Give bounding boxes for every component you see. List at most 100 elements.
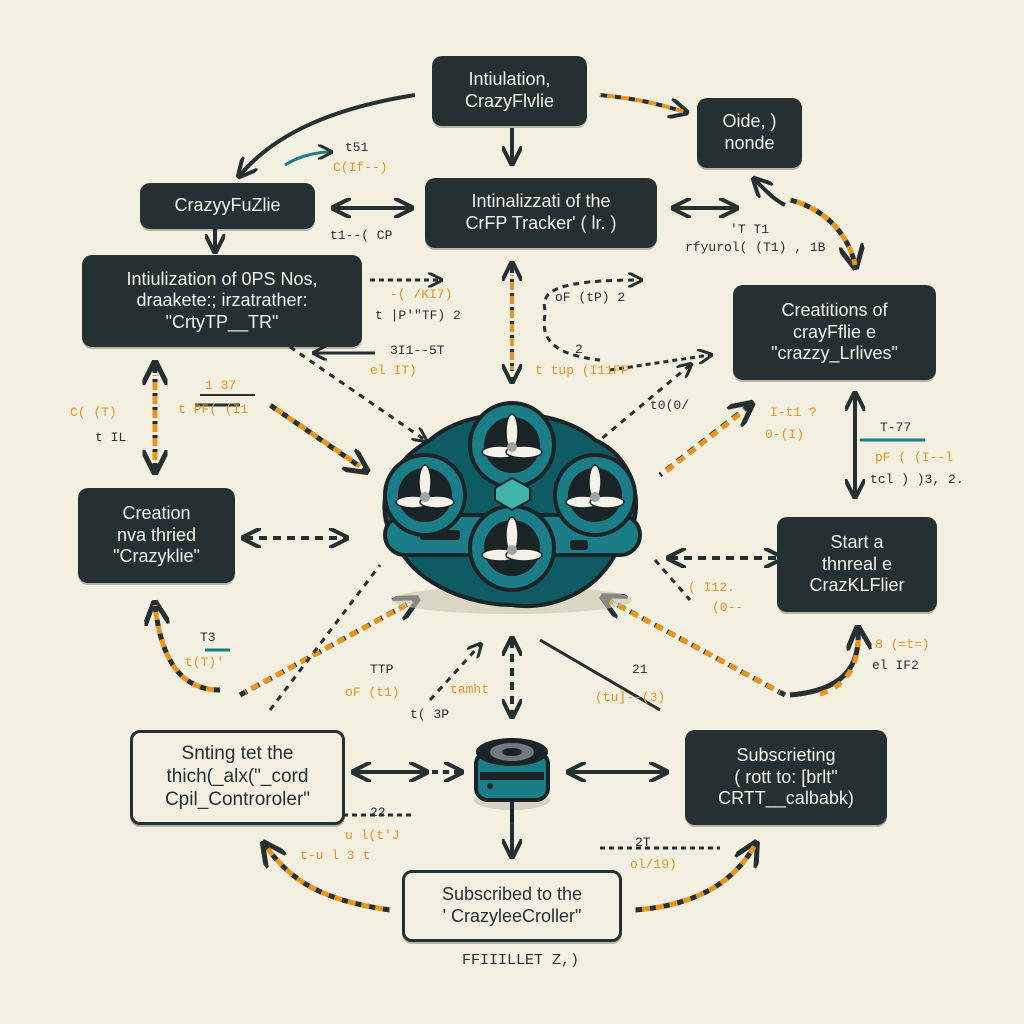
annotation-label: t IL bbox=[95, 430, 127, 445]
arc-top-right-o bbox=[599, 93, 686, 114]
node-init-ops-line-1: Intiulization of 0PS Nos, bbox=[126, 268, 318, 289]
annotation-label: (tu]--(3) bbox=[595, 690, 666, 705]
node-init-ops-line-3: "CrtyTP__TR" bbox=[165, 311, 279, 332]
annotation-label: 8 (=t=) bbox=[875, 637, 930, 652]
annotation-label: 3I1--5T bbox=[390, 343, 445, 358]
annotation-label: el IT) bbox=[370, 363, 417, 378]
diag-bl bbox=[428, 645, 480, 702]
annotation-label: pF ( (I--l bbox=[875, 450, 954, 465]
annotation-label: t |P'"TF) 2 bbox=[375, 308, 461, 323]
arrow-small-top bbox=[284, 152, 330, 167]
node-init-crazyflie-line-2: CrazyFlvlie bbox=[464, 91, 554, 111]
annotation-label: ( I12. bbox=[688, 580, 735, 595]
arc-bottom-right-o bbox=[634, 843, 758, 913]
annotation-label: 2T bbox=[635, 835, 651, 850]
node-sinting: Snting tet the thich(_alx("_cord Cpil_Co… bbox=[130, 730, 345, 825]
node-creation-thried: Creation nva thried "Crazyklie" bbox=[78, 488, 235, 583]
arc-left-bottom bbox=[155, 605, 221, 693]
arc-bottom-left bbox=[265, 845, 391, 913]
annotation-label: t(T)' bbox=[185, 655, 225, 670]
node-subscrieting-line-1: Subscrieting bbox=[736, 745, 836, 766]
annotation-label: t( 3P bbox=[410, 707, 450, 722]
annotation-label: C( (T) bbox=[70, 405, 117, 420]
node-subscrieting-line-2: ( rott to: [brlt" bbox=[734, 766, 838, 787]
node-sinting-line-3: Cpil_Controroler" bbox=[164, 788, 311, 810]
diag-ul2 bbox=[279, 338, 425, 440]
node-init-tracker-line-2: CrFP Tracker' ( lr. ) bbox=[465, 213, 617, 233]
node-subscrieting: Subscrieting ( rott to: [brlt" CRTT__cal… bbox=[685, 730, 887, 825]
arc-right-bottom bbox=[789, 630, 858, 698]
annotation-label: t51 bbox=[345, 140, 369, 155]
node-init-crazyflie: Intiulation, CrazyFlvlie bbox=[432, 56, 587, 126]
arc-left-bottom-o bbox=[152, 604, 221, 693]
node-subscrieting-line-3: CRTT__calbabk) bbox=[718, 788, 854, 809]
annotation-label: rfyurol( (T1) , 1B bbox=[685, 240, 826, 255]
diag-right-mid bbox=[653, 559, 692, 601]
annotation-label: TTP bbox=[370, 662, 394, 677]
node-oide-nonde-line-1: Oide, ) bbox=[722, 111, 777, 132]
diag-ur-o bbox=[663, 408, 747, 474]
diag-ul-o bbox=[268, 402, 362, 469]
node-crazyyfuzlie-line-1: CrazyyFuZlie bbox=[174, 195, 281, 216]
node-creations-crayflie-line-2: crayFflie e bbox=[792, 321, 877, 342]
diag-ul bbox=[268, 402, 365, 470]
node-subscribed-line-2: ' CrazyleeCroller" bbox=[442, 906, 582, 926]
node-crazyyfuzlie: CrazyyFuZlie bbox=[140, 183, 315, 229]
annotation-label: oF (tP) 2 bbox=[555, 290, 626, 305]
arc-bottom-left-o bbox=[262, 843, 391, 913]
node-init-crazyflie-line-1: Intiulation, bbox=[468, 69, 551, 90]
node-creations-crayflie-line-1: Creatitions of bbox=[781, 300, 888, 321]
diag-lr-o bbox=[608, 598, 782, 695]
annotation-label: 2 bbox=[575, 342, 583, 357]
annotation-label: 0-(I) bbox=[765, 427, 805, 442]
node-init-ops-line-2: draakete:; irzatrather: bbox=[136, 290, 308, 311]
annotation-label: -( /KI7) bbox=[390, 287, 453, 302]
annotation-label: t tup (I11FP bbox=[535, 363, 629, 378]
node-subscribed: Subscribed to the ' CrazyleeCroller" bbox=[402, 870, 622, 942]
node-creations-crayflie-line-3: "crazzy_Lrlives" bbox=[771, 343, 898, 364]
mini-arrow-3 bbox=[609, 355, 710, 372]
loop-path2 bbox=[542, 314, 601, 362]
node-creation-thried-line-1: Creation bbox=[122, 503, 191, 524]
annotation-label: ol/19) bbox=[630, 857, 677, 872]
node-start-thread-line-2: thnreal e bbox=[821, 553, 893, 574]
node-creation-thried-line-2: nva thried bbox=[116, 524, 197, 545]
arc-right-mid bbox=[755, 180, 786, 207]
arc-bottom-right bbox=[634, 845, 755, 913]
annotation-label: tamht bbox=[450, 682, 490, 697]
annotation-label: t0(0/ bbox=[650, 398, 690, 413]
annotation-label: tcl ) )3, 2. bbox=[870, 472, 964, 487]
node-sinting-line-2: thich(_alx("_cord bbox=[166, 766, 309, 788]
node-start-thread-line-3: CrazKLFlier bbox=[809, 575, 905, 596]
annotation-label: FFIIILLET Z,) bbox=[462, 952, 580, 969]
annotation-label: C(If--) bbox=[333, 160, 388, 175]
node-init-ops: Intiulization of 0PS Nos, draakete:; irz… bbox=[82, 255, 362, 347]
node-creation-thried-line-3: "Crazyklie" bbox=[113, 546, 200, 567]
drone-illustration bbox=[382, 401, 642, 614]
arc-right-top bbox=[789, 197, 855, 265]
annotation-label: u l(t'J bbox=[345, 828, 400, 843]
node-start-thread-line-1: Start a bbox=[830, 532, 884, 553]
node-oide-nonde-line-2: nonde bbox=[724, 133, 775, 153]
node-subscribed-line-1: Subscribed to the bbox=[441, 884, 583, 905]
node-oide-nonde: Oide, ) nonde bbox=[697, 98, 802, 168]
annotation-label: t PF( (I1 bbox=[178, 402, 249, 417]
arc-right-bottom-o bbox=[819, 639, 861, 697]
annotation-label: T3 bbox=[200, 630, 216, 645]
annotation-label: 21 bbox=[632, 662, 648, 677]
sensor-device bbox=[474, 738, 550, 822]
node-init-tracker-line-1: Intinalizzati of the bbox=[471, 191, 611, 212]
annotation-label: oF (t1) bbox=[345, 685, 400, 700]
annotation-label: 22 bbox=[370, 805, 386, 820]
node-sinting-line-1: Snting tet the bbox=[181, 743, 294, 765]
arc-top-left bbox=[240, 93, 416, 175]
diag-ll-o bbox=[243, 600, 412, 695]
annotation-label: 1 37 bbox=[205, 378, 237, 393]
annotation-label: 'T T1 bbox=[730, 222, 770, 237]
annotation-label: t-u l 3 t bbox=[300, 848, 371, 863]
diag-lr2 bbox=[539, 638, 661, 712]
node-start-thread: Start a thnreal e CrazKLFlier bbox=[777, 517, 937, 612]
annotation-label: t1--( СP bbox=[330, 228, 393, 243]
